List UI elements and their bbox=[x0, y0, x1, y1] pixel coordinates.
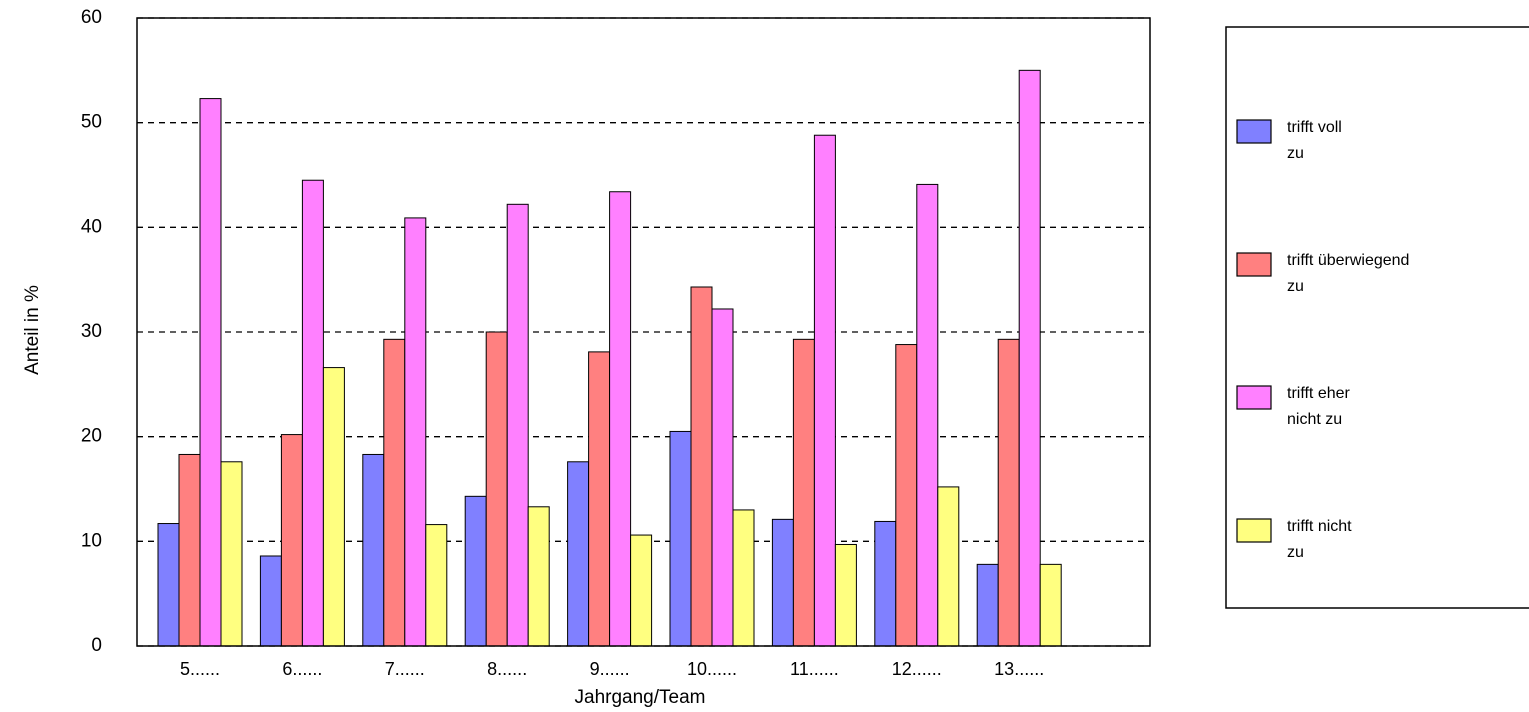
x-tick-label: 5...... bbox=[180, 659, 220, 679]
legend-swatch bbox=[1236, 252, 1272, 277]
legend-box bbox=[1225, 26, 1529, 609]
y-tick-label: 20 bbox=[81, 426, 102, 447]
y-tick-label: 50 bbox=[81, 112, 102, 133]
bar bbox=[157, 523, 180, 647]
bar bbox=[1018, 69, 1041, 647]
bar bbox=[259, 555, 282, 647]
bar bbox=[732, 509, 755, 647]
x-tick-label: 8...... bbox=[487, 659, 527, 679]
x-tick-label: 9...... bbox=[590, 659, 630, 679]
bar bbox=[937, 486, 960, 647]
x-tick-label: 12...... bbox=[892, 659, 942, 679]
bar bbox=[588, 351, 611, 647]
bar bbox=[711, 308, 734, 647]
legend-swatch bbox=[1236, 385, 1272, 410]
x-tick-label: 7...... bbox=[385, 659, 425, 679]
bar bbox=[506, 203, 529, 647]
legend-label: trifft nicht zu bbox=[1287, 518, 1352, 561]
x-tick-label: 6...... bbox=[282, 659, 322, 679]
legend-swatch bbox=[1236, 119, 1272, 144]
y-axis-title: Anteil in % bbox=[22, 285, 43, 375]
bar bbox=[792, 338, 815, 647]
bar bbox=[220, 461, 243, 647]
bar bbox=[199, 98, 222, 647]
y-tick-label: 30 bbox=[81, 321, 102, 342]
bar bbox=[916, 183, 939, 647]
bar bbox=[630, 534, 653, 647]
bar bbox=[322, 367, 345, 647]
bar bbox=[895, 344, 918, 647]
bar bbox=[280, 434, 303, 647]
bar bbox=[690, 286, 713, 647]
y-tick-label: 10 bbox=[81, 530, 102, 551]
bar bbox=[404, 217, 427, 647]
legend-label: trifft eher nicht zu bbox=[1287, 385, 1351, 428]
bar bbox=[1039, 563, 1062, 647]
legend-label: trifft voll zu bbox=[1287, 119, 1342, 162]
bar bbox=[669, 430, 692, 647]
y-tick-label: 60 bbox=[81, 7, 102, 28]
legend-swatch bbox=[1236, 518, 1272, 543]
bar bbox=[527, 506, 550, 647]
bar bbox=[464, 495, 487, 647]
y-tick-label: 0 bbox=[91, 635, 102, 656]
bar bbox=[425, 524, 448, 647]
bar bbox=[609, 191, 632, 647]
bar bbox=[997, 338, 1020, 647]
bar bbox=[362, 453, 385, 647]
bar bbox=[834, 543, 857, 647]
bar bbox=[485, 331, 508, 647]
x-tick-label: 11...... bbox=[790, 659, 839, 679]
bar bbox=[178, 453, 201, 647]
bar bbox=[813, 134, 836, 647]
bar bbox=[383, 338, 406, 647]
bar bbox=[567, 461, 590, 647]
bar bbox=[301, 179, 324, 647]
bar bbox=[874, 520, 897, 647]
bar bbox=[771, 518, 794, 647]
bar bbox=[976, 563, 999, 647]
plot-border bbox=[136, 17, 1151, 647]
y-tick-label: 40 bbox=[81, 216, 102, 237]
x-axis-title: Jahrgang/Team bbox=[575, 687, 706, 708]
x-tick-label: 13...... bbox=[994, 659, 1044, 679]
legend-label: trifft überwiegend zu bbox=[1287, 252, 1409, 295]
x-tick-label: 10...... bbox=[687, 659, 737, 679]
